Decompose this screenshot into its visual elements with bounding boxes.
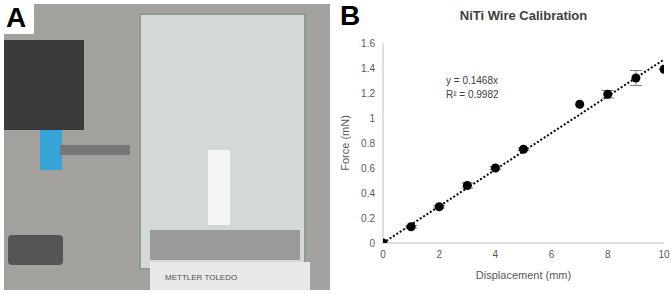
svg-text:10: 10 [658,249,670,260]
svg-text:1.4: 1.4 [361,63,375,74]
html-text:y = 0.1468x: y = 0.1468x [446,75,498,86]
svg-text:Displacement (mm): Displacement (mm) [476,269,571,281]
svg-text:A: A [6,2,26,33]
svg-text:0: 0 [369,238,375,249]
svg-text:6: 6 [549,249,555,260]
svg-text:1.6: 1.6 [361,38,375,49]
svg-text:1: 1 [369,113,375,124]
html-text:NiTi Wire Calibration: NiTi Wire Calibration [459,8,588,23]
html-text:B: B [340,0,361,31]
svg-text:Force (mN): Force (mN) [339,115,351,171]
svg-text:0: 0 [380,249,386,260]
svg-text:0.2: 0.2 [361,213,375,224]
svg-text:0.6: 0.6 [361,163,375,174]
svg-text:0.8: 0.8 [361,138,375,149]
html-text:R² = 0.9982: R² = 0.9982 [446,89,499,100]
svg-text:4: 4 [493,249,499,260]
svg-text:2: 2 [436,249,442,260]
svg-text:1.2: 1.2 [361,88,375,99]
svg-text:METTLER TOLEDO: METTLER TOLEDO [165,273,237,282]
svg-text:0.4: 0.4 [361,188,375,199]
svg-text:8: 8 [605,249,611,260]
